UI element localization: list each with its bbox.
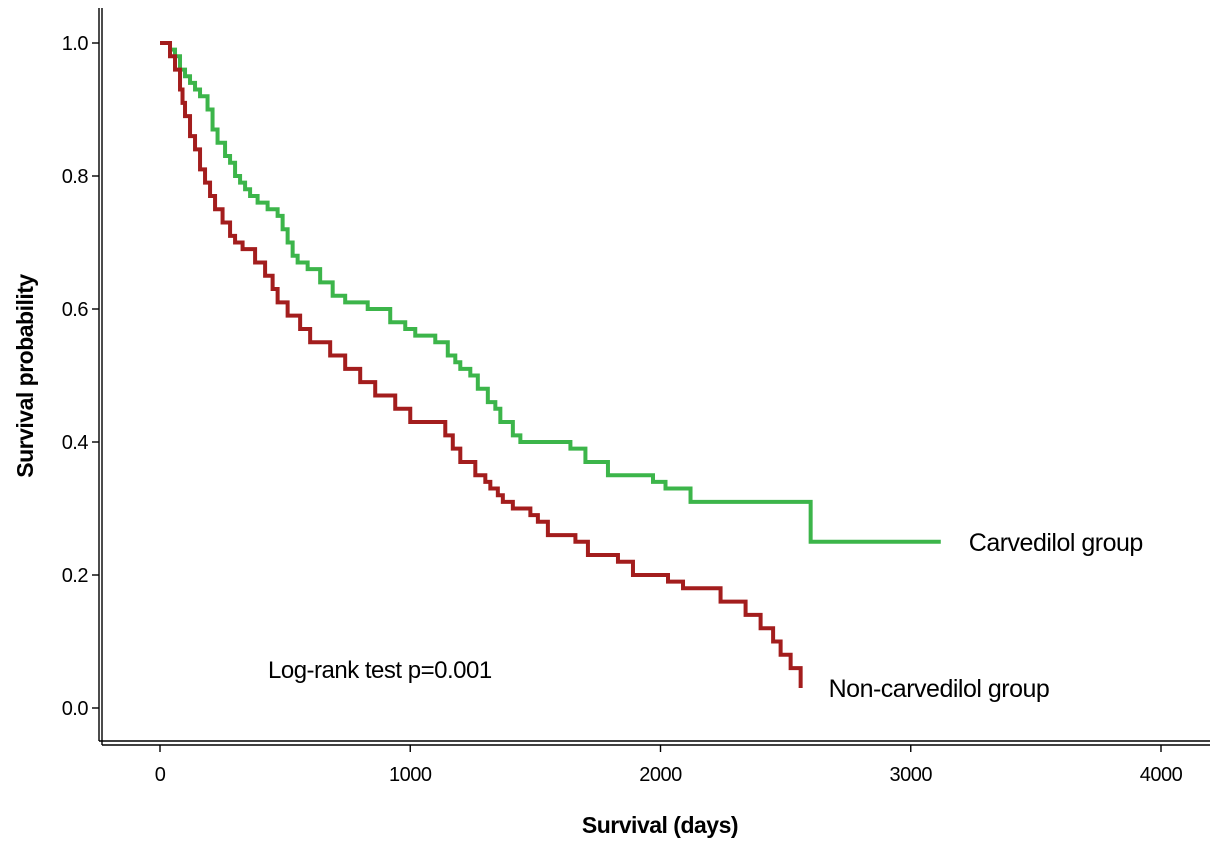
y-axis-title: Survival probability xyxy=(12,274,38,478)
x-axis-title: Survival (days) xyxy=(582,812,738,838)
series-line-non-carvedilol-group xyxy=(160,41,803,689)
series-label-carvedilol-group: Carvedilol group xyxy=(969,529,1143,557)
x-tick-label: 1000 xyxy=(389,764,432,786)
x-tick-label: 2000 xyxy=(639,764,682,786)
x-axis-ticks: 0 1000 2000 3000 4000 xyxy=(155,745,1183,786)
x-tick-label: 3000 xyxy=(890,764,933,786)
series-layer: Carvedilol group Non-carvedilol group xyxy=(160,41,1143,703)
logrank-annotation: Log-rank test p=0.001 xyxy=(268,657,492,684)
series-label-non-carvedilol-group: Non-carvedilol group xyxy=(829,675,1050,703)
axis-frame xyxy=(98,8,1210,746)
series-line-carvedilol-group xyxy=(160,41,941,544)
y-axis-ticks: 0.0 0.2 0.4 0.6 0.8 1.0 xyxy=(62,33,99,720)
y-tick-label: 0.0 xyxy=(62,698,89,720)
y-tick-label: 0.4 xyxy=(62,432,89,454)
y-tick-label: 1.0 xyxy=(62,33,89,55)
y-tick-label: 0.6 xyxy=(62,299,89,321)
y-tick-label: 0.2 xyxy=(62,565,89,587)
x-tick-label: 0 xyxy=(155,764,166,786)
y-tick-label: 0.8 xyxy=(62,166,89,188)
x-tick-label: 4000 xyxy=(1140,764,1183,786)
